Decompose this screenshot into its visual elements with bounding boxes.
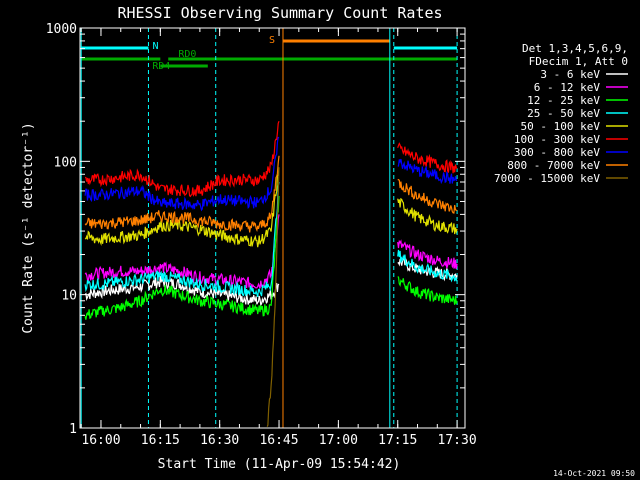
series-line-800-7000-kev-0 (84, 155, 280, 233)
series-line-3-6-kev-0 (84, 275, 280, 307)
series-line-50-100-kev-0 (84, 167, 280, 248)
series-line-25-50-kev-0 (84, 181, 280, 298)
legend: Det 1,3,4,5,6,9,FDecim 1, Att 03 - 6 keV… (494, 42, 628, 185)
x-tick-label: 16:45 (259, 433, 298, 448)
legend-entry-50-100-kev: 50 - 100 keV (521, 120, 601, 133)
y-axis-label: Count Rate (s⁻¹ detector⁻¹) (21, 122, 36, 333)
legend-entry-7000-15000-kev: 7000 - 15000 keV (494, 172, 600, 185)
x-tick-label: 16:15 (141, 433, 180, 448)
flag-label-s: S (269, 35, 275, 46)
legend-entry-12-25-kev: 12 - 25 keV (527, 94, 600, 107)
plot-frame (79, 27, 466, 429)
legend-entry-100-300-kev: 100 - 300 keV (514, 133, 600, 146)
series-line-12-25-kev-1 (397, 276, 458, 305)
x-axis-label: Start Time (11-Apr-09 15:54:42) (158, 457, 401, 472)
flag-bars: N RD0 RD4 S (81, 35, 458, 72)
flag-label-rd0: RD0 (178, 49, 196, 60)
generated-timestamp: 14-Oct-2021 09:50 (553, 469, 635, 478)
x-tick-label: 17:15 (378, 433, 417, 448)
axis-ticks: 16:00 16:15 16:30 16:45 17:00 17:15 17:30 1 10 10… (46, 22, 477, 448)
x-tick-label: 16:00 (81, 433, 120, 448)
series-line-300-800-kev-1 (397, 158, 458, 185)
legend-entry-25-50-kev: 25 - 50 keV (527, 107, 600, 120)
y-tick-label: 100 (54, 155, 77, 170)
y-tick-label: 1 (69, 422, 77, 437)
chart-title: RHESSI Observing Summary Count Rates (117, 4, 442, 22)
series-line-6-12-kev-1 (397, 239, 458, 270)
x-tick-label: 17:30 (438, 433, 477, 448)
series-line-25-50-kev-1 (397, 249, 458, 283)
legend-entry-300-800-kev: 300 - 800 keV (514, 146, 600, 159)
legend-entry-6-12-kev: 6 - 12 keV (534, 81, 601, 94)
series-line-100-300-kev-0 (84, 120, 280, 198)
series-line-3-6-kev-1 (397, 257, 458, 282)
x-tick-label: 16:30 (200, 433, 239, 448)
legend-entry-3-6-kev: 3 - 6 keV (540, 68, 600, 81)
y-tick-label: 1000 (46, 22, 77, 37)
series-line-800-7000-kev-1 (397, 178, 458, 214)
legend-header-line: FDecim 1, Att 0 (529, 55, 628, 68)
legend-header-line: Det 1,3,4,5,6,9, (522, 42, 628, 55)
x-tick-label: 17:00 (319, 433, 358, 448)
series-line-50-100-kev-1 (397, 197, 458, 235)
series-line-300-800-kev-0 (84, 136, 280, 212)
y-tick-label: 10 (61, 289, 77, 304)
series-line-100-300-kev-1 (397, 142, 458, 174)
series-line-12-25-kev-0 (84, 195, 280, 320)
flag-label-rd4: RD4 (152, 61, 170, 72)
flag-label-n: N (152, 41, 158, 52)
series-line-6-12-kev-0 (84, 214, 280, 290)
legend-entry-800-7000-kev: 800 - 7000 keV (507, 159, 600, 172)
series-lines (84, 120, 458, 427)
series-line-7000-15000-kev-0 (266, 167, 280, 427)
vertical-markers (80, 28, 458, 428)
